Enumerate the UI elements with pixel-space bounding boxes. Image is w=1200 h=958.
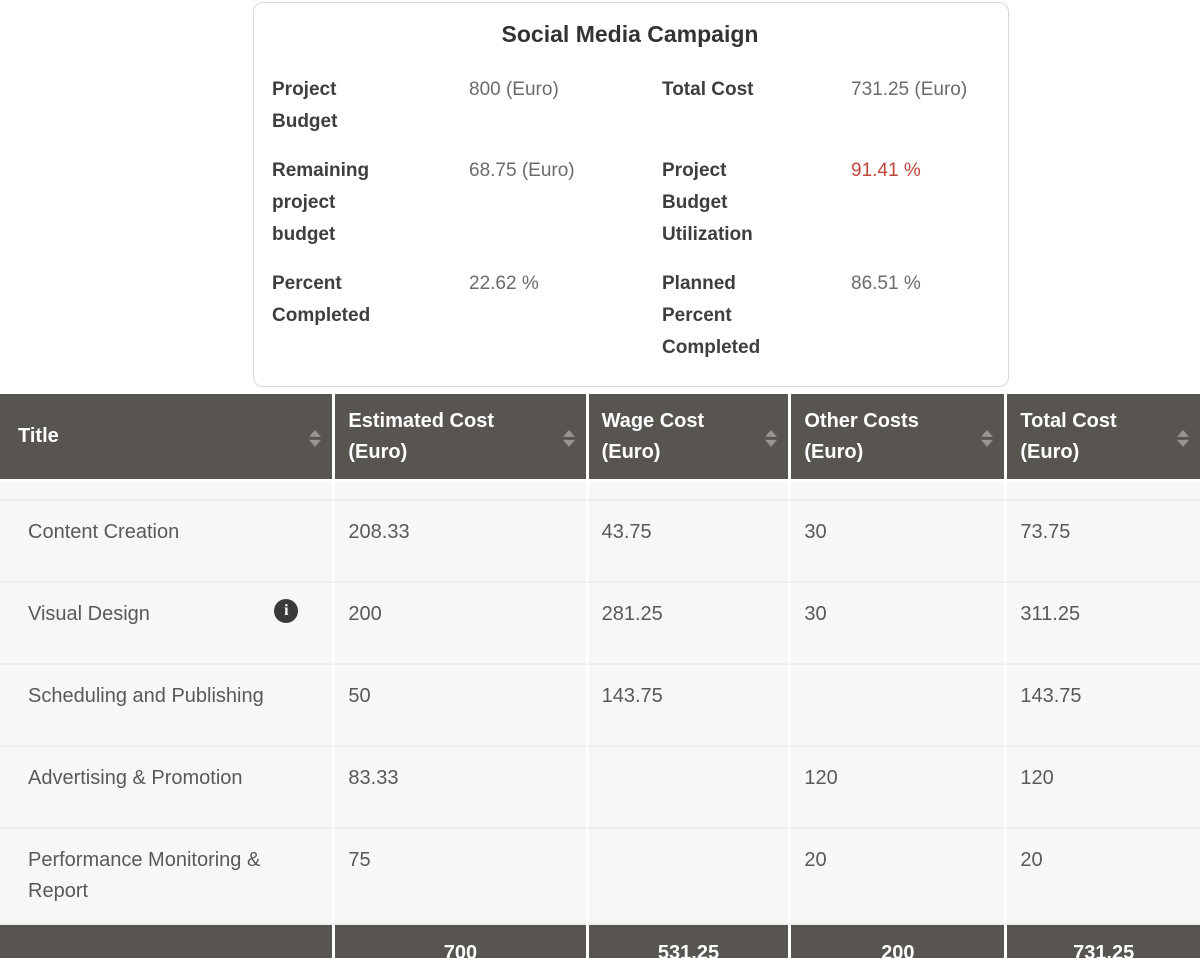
project-summary-card: Social Media Campaign Project Budget 800… — [253, 2, 1009, 387]
cell-wage: 281.25 — [585, 583, 789, 665]
cell-total: 20 — [1004, 829, 1200, 925]
info-icon[interactable] — [274, 599, 299, 623]
table-footer: 700 531.25 200 731.25 — [0, 925, 1200, 958]
cell-other: 30 — [788, 501, 1005, 583]
cell-title: Performance Monitoring & Report — [0, 829, 333, 925]
label-remaining-budget: Remaining project budget — [272, 160, 370, 245]
column-header-estimated-cost[interactable]: Estimated Cost (Euro) — [332, 394, 586, 481]
cost-breakdown-table: Title Estimated Cost (Euro) Wage Cost (E… — [0, 394, 1200, 958]
sort-icon[interactable] — [562, 429, 575, 447]
spacer-row — [0, 481, 1200, 501]
footer-title-cell — [0, 925, 333, 958]
table-header: Title Estimated Cost (Euro) Wage Cost (E… — [0, 394, 1200, 481]
cell-total: 143.75 — [1004, 665, 1200, 747]
label-planned-percent-completed: Planned Percent Completed — [662, 273, 761, 358]
column-header-label: Estimated Cost (Euro) — [348, 409, 494, 463]
table-row: Performance Monitoring & Report 75 20 20 — [0, 829, 1200, 925]
cell-title: Scheduling and Publishing — [0, 665, 333, 747]
column-header-total-cost[interactable]: Total Cost (Euro) — [1004, 394, 1200, 481]
cell-total: 73.75 — [1004, 501, 1200, 583]
column-header-label: Other Costs (Euro) — [804, 409, 919, 463]
table-row: Visual Design 200 281.25 30 311.25 — [0, 583, 1200, 665]
column-header-wage-cost[interactable]: Wage Cost (Euro) — [585, 394, 789, 481]
value-planned-percent-completed: 86.51 % — [851, 273, 921, 294]
sort-icon[interactable] — [1177, 429, 1189, 447]
value-budget-utilization: 91.41 % — [851, 160, 921, 181]
totals-row: 700 531.25 200 731.25 — [0, 925, 1200, 958]
cell-total: 120 — [1004, 747, 1200, 829]
footer-grand-total: 731.25 — [1004, 925, 1200, 958]
label-budget-utilization: Project Budget Utilization — [662, 160, 753, 245]
cell-estimated: 75 — [332, 829, 586, 925]
cell-estimated: 50 — [332, 665, 586, 747]
cell-title: Visual Design — [0, 583, 333, 665]
cell-other: 30 — [788, 583, 1005, 665]
label-percent-completed: Percent Completed — [272, 273, 371, 326]
footer-other-total: 200 — [788, 925, 1005, 958]
sort-icon[interactable] — [981, 429, 994, 447]
table-row: Scheduling and Publishing 50 143.75 143.… — [0, 665, 1200, 747]
cell-estimated: 208.33 — [332, 501, 586, 583]
cell-other — [788, 665, 1005, 747]
footer-wage-total: 531.25 — [585, 925, 789, 958]
row-title-text: Visual Design — [28, 603, 150, 625]
project-title: Social Media Campaign — [501, 21, 759, 47]
label-total-cost: Total Cost — [662, 79, 754, 100]
column-header-label: Total Cost (Euro) — [1020, 409, 1117, 463]
table-body: Content Creation 208.33 43.75 30 73.75 V… — [0, 481, 1200, 925]
cell-title: Content Creation — [0, 501, 333, 583]
column-header-title[interactable]: Title — [0, 394, 333, 481]
table-row: Content Creation 208.33 43.75 30 73.75 — [0, 501, 1200, 583]
sort-icon[interactable] — [765, 429, 778, 447]
value-percent-completed: 22.62 % — [469, 273, 539, 294]
cell-wage: 143.75 — [585, 665, 789, 747]
cell-other: 20 — [788, 829, 1005, 925]
column-header-label: Wage Cost (Euro) — [601, 409, 705, 463]
value-project-budget: 800 (Euro) — [469, 79, 559, 100]
cell-wage — [585, 829, 789, 925]
value-total-cost: 731.25 (Euro) — [851, 79, 968, 100]
cell-wage: 43.75 — [585, 501, 789, 583]
column-header-other-costs[interactable]: Other Costs (Euro) — [788, 394, 1005, 481]
footer-estimated-total: 700 — [332, 925, 586, 958]
value-remaining-budget: 68.75 (Euro) — [469, 160, 575, 181]
sort-icon[interactable] — [309, 429, 322, 447]
project-stats-grid: Project Budget 800 (Euro) Total Cost 731… — [272, 74, 988, 364]
cell-total: 311.25 — [1004, 583, 1200, 665]
cell-wage — [585, 747, 789, 829]
cell-title: Advertising & Promotion — [0, 747, 333, 829]
table-row: Advertising & Promotion 83.33 120 120 — [0, 747, 1200, 829]
label-project-budget: Project Budget — [272, 79, 338, 132]
cell-estimated: 83.33 — [332, 747, 586, 829]
column-header-label: Title — [18, 425, 59, 447]
cell-estimated: 200 — [332, 583, 586, 665]
cell-other: 120 — [788, 747, 1005, 829]
